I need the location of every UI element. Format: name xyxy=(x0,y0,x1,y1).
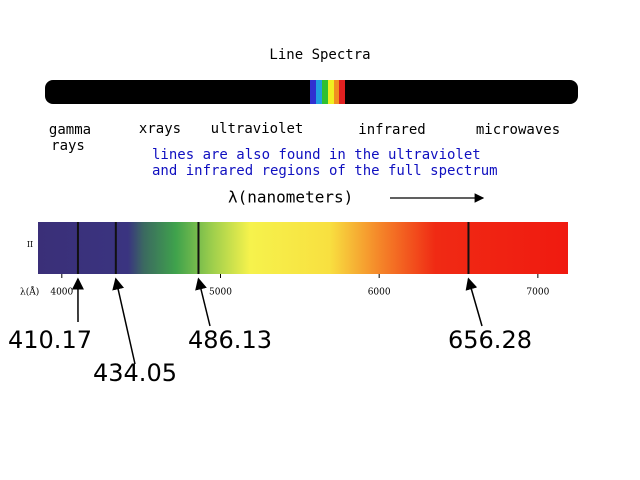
tick-label: 5000 xyxy=(209,288,232,298)
pointer-arrow xyxy=(195,277,211,327)
visible-spectrum xyxy=(38,222,568,274)
tick-label: 7000 xyxy=(526,288,549,298)
region-label: gamma xyxy=(49,122,91,138)
region-label: microwaves xyxy=(476,122,560,138)
visible-band xyxy=(310,80,345,104)
line-label: 486.13 xyxy=(188,326,272,354)
region-label: rays xyxy=(51,138,85,154)
pointer-arrow xyxy=(112,277,136,365)
note: lines are also found in the ultraviolet xyxy=(152,147,481,163)
region-label: ultraviolet xyxy=(211,121,304,137)
tick-label: 4000 xyxy=(50,288,73,298)
title: Line Spectra xyxy=(269,47,370,63)
direction-label: λ(nanometers) xyxy=(228,188,353,207)
line-label: 410.17 xyxy=(8,326,92,354)
region-label: infrared xyxy=(358,122,425,138)
series-label: II xyxy=(27,240,33,249)
tick-label: 6000 xyxy=(368,288,391,298)
line-label: 656.28 xyxy=(448,326,532,354)
region-label: xrays xyxy=(139,121,181,137)
line-label: 434.05 xyxy=(93,359,177,387)
pointer-arrow xyxy=(465,277,483,327)
note: and infrared regions of the full spectru… xyxy=(152,163,498,179)
axis-label: λ(Å) xyxy=(20,286,39,298)
